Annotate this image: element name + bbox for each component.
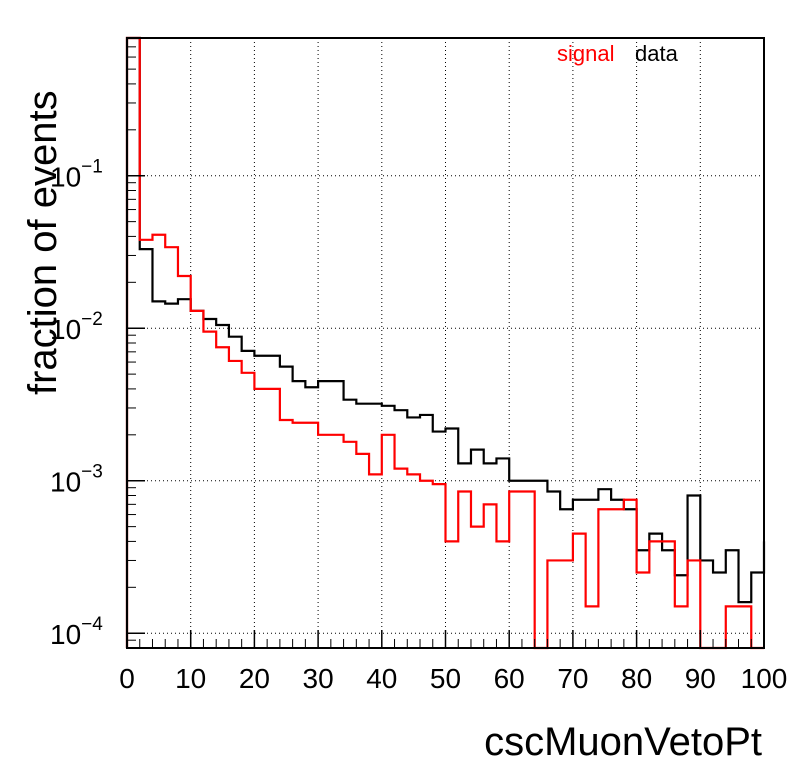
y-tick-label: 10−2 [50, 309, 103, 345]
x-tick-label: 70 [557, 663, 588, 694]
series-signal [125, 36, 764, 650]
x-tick-label: 10 [175, 663, 206, 694]
series-layer [125, 36, 766, 650]
axis-ticks [126, 46, 765, 648]
x-tick-label: 90 [685, 663, 716, 694]
x-tick-label: 20 [239, 663, 270, 694]
x-axis-title: cscMuonVetoPt [484, 720, 762, 764]
legend-data: data [635, 41, 679, 66]
x-tick-label: 60 [494, 663, 525, 694]
y-axis-title: fraction of events [21, 90, 65, 395]
x-tick-label: 100 [741, 663, 788, 694]
x-tick-label: 40 [366, 663, 397, 694]
series-data [125, 36, 766, 648]
legend: signal data [557, 41, 679, 66]
y-tick-label: 10−4 [50, 614, 103, 650]
x-tick-labels: 0 10 20 30 40 50 60 70 80 90 100 [119, 663, 787, 694]
x-tick-label: 30 [303, 663, 334, 694]
y-tick-labels: 10−1 10−2 10−3 10−4 [50, 157, 103, 651]
x-tick-label: 0 [119, 663, 135, 694]
legend-signal: signal [557, 41, 614, 66]
y-tick-label: 10−1 [50, 157, 103, 193]
y-tick-label: 10−3 [50, 462, 103, 498]
x-tick-label: 80 [621, 663, 652, 694]
x-tick-label: 50 [430, 663, 461, 694]
